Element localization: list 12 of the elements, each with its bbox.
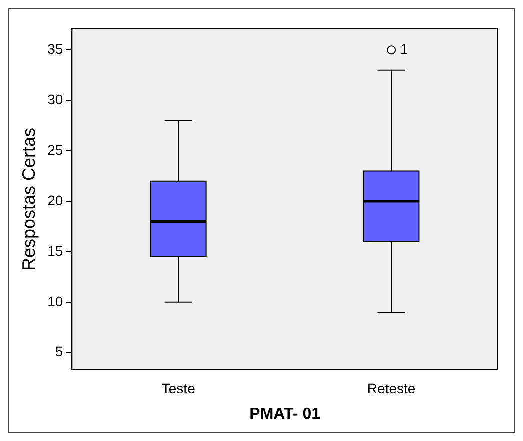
x-axis-title: PMAT- 01 [250,406,321,423]
x-tick-label: Reteste [367,380,416,396]
y-tick-label: 25 [48,142,64,158]
annotation: 1 [400,41,409,58]
y-tick-label: 10 [48,293,64,310]
y-tick-label: 30 [48,91,64,108]
y-tick-label: 15 [48,242,64,259]
y-tick-label: 20 [48,192,64,208]
y-tick-label: 35 [48,41,64,58]
y-tick-label: 5 [55,344,64,360]
x-tick-label: Teste [162,380,196,396]
y-axis-title: Respostas Certas [18,128,39,272]
